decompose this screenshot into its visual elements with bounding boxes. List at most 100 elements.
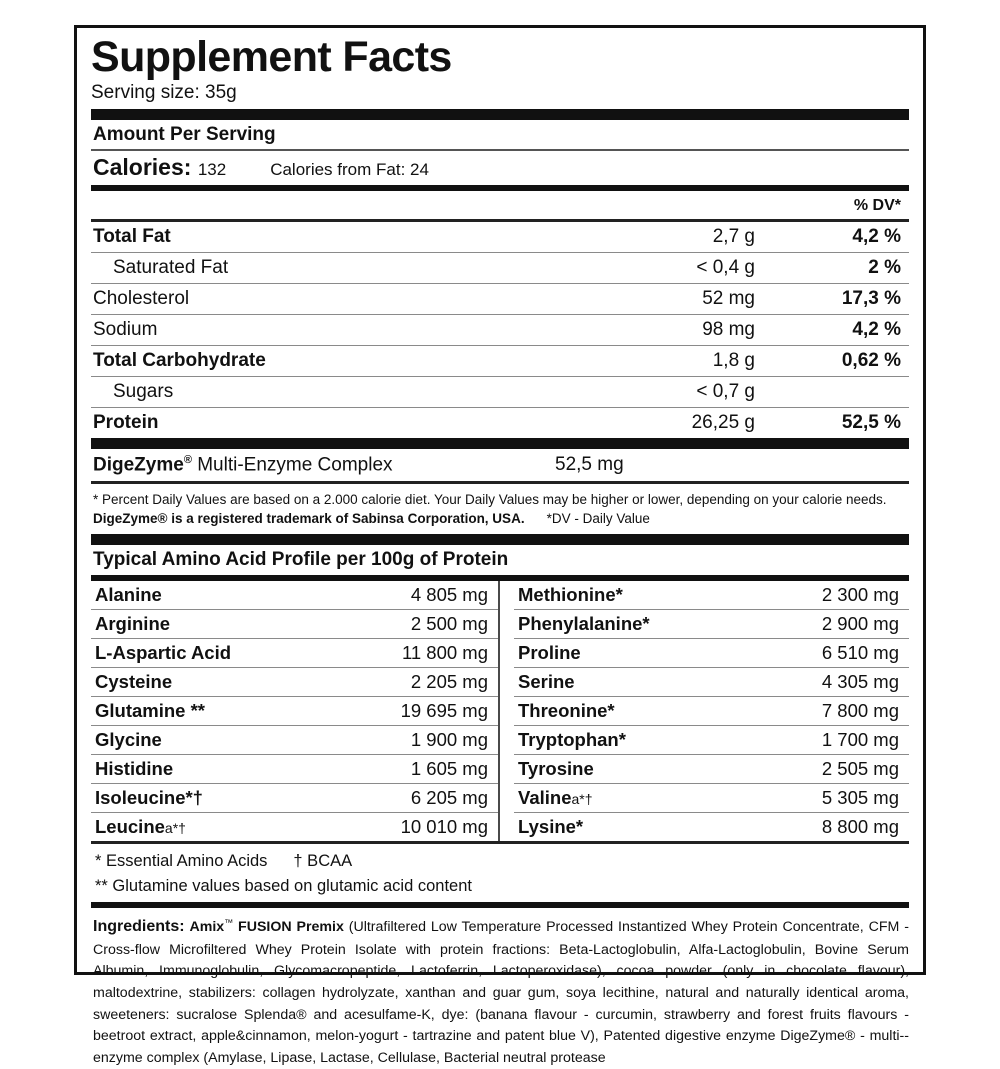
divider-thick-top [91, 108, 909, 120]
divider-row [514, 608, 909, 610]
amino-acid-amount: 7 800 mg [821, 699, 899, 721]
amino-acid-amount: 1 605 mg [410, 757, 488, 779]
amino-acid-amount: 4 305 mg [821, 670, 899, 692]
amino-acid-name-text: Serine [518, 670, 575, 692]
serving-size: Serving size: 35g [91, 81, 237, 103]
footnote-bcaa: † BCAA [293, 851, 353, 870]
nutrient-daily-value: 2 % [868, 256, 901, 278]
amino-acid-name-text: Tyrosine [518, 757, 594, 779]
amino-acid-table: Alanine 4 805 mg Arginine 2 500 mg L-Asparti… [91, 580, 909, 841]
nutrient-daily-value: 4,2 % [852, 225, 901, 247]
amino-acid-row: Valinea*† 5 305 mg [514, 784, 909, 812]
amino-acid-row: Histidine 1 605 mg [91, 755, 498, 783]
divider-row [91, 695, 498, 697]
amino-acid-name-text: Tryptophan* [518, 728, 626, 750]
amino-acid-name: Phenylalanine* [514, 613, 739, 635]
divider-row [91, 811, 498, 813]
footnote-essential: * Essential Amino Acids [95, 851, 268, 870]
amino-acid-amount: 19 695 mg [400, 699, 488, 721]
amino-acid-name-text: Alanine [95, 583, 162, 605]
ingredients-heading: Ingredients: [93, 918, 185, 936]
amino-acid-name-text: Methionine* [518, 583, 623, 605]
amino-acid-amount: 2 900 mg [821, 612, 899, 634]
amino-acid-row: Glutamine ** 19 695 mg [91, 697, 498, 725]
nutrient-name: Sodium [93, 318, 158, 340]
amino-acid-amount: 8 800 mg [821, 815, 899, 837]
divider-row [91, 375, 909, 377]
divider-row [91, 406, 909, 408]
amino-acid-name: Methionine* [514, 584, 739, 606]
divider-under-amino-table [91, 840, 909, 844]
footnote-glutamine: ** Glutamine values based on glutamic ac… [95, 876, 472, 895]
nutrient-name: Saturated Fat [113, 256, 229, 278]
digezyme-amount: 52,5 mg [555, 453, 624, 475]
amino-footnote-line-1: * Essential Amino Acids † BCAA [95, 849, 909, 874]
divider-above-amino [91, 533, 909, 545]
divider-under-digezyme [91, 480, 909, 484]
nutrition-row: Total Fat 2,7 g 4,2 % [91, 222, 909, 252]
ingredients-brand: Amix [189, 919, 225, 936]
calories-label-text: Calories: [93, 153, 192, 180]
amino-column-left: Alanine 4 805 mg Arginine 2 500 mg L-Asparti… [91, 580, 500, 841]
nutrient-name: Total Carbohydrate [93, 349, 266, 371]
nutrient-daily-value: 17,3 % [841, 287, 901, 309]
page-title: Supplement Facts [91, 33, 452, 81]
amino-acid-row: Methionine* 2 300 mg [514, 581, 909, 609]
divider-row [91, 344, 909, 346]
registered-mark-icon: ® [183, 453, 192, 466]
amount-per-serving-header: Amount Per Serving [93, 123, 276, 145]
amino-acid-name: Tryptophan* [514, 729, 739, 751]
daily-value-header: % DV* [853, 196, 901, 214]
amino-acid-amount: 6 510 mg [821, 641, 899, 663]
divider-row [514, 637, 909, 639]
amino-acid-name-suffix: a*† [164, 819, 186, 836]
digezyme-description: Multi-Enzyme Complex [191, 453, 393, 475]
nutrition-footnotes: * Percent Daily Values are based on a 2.… [91, 484, 909, 534]
amino-acid-name: Leucinea*† [91, 816, 318, 838]
amino-acid-row: Proline 6 510 mg [514, 639, 909, 667]
amino-acid-row: Lysine* 8 800 mg [514, 813, 909, 841]
divider-row [514, 666, 909, 668]
nutrient-name: Cholesterol [93, 287, 190, 309]
amino-acid-amount: 1 900 mg [410, 728, 488, 750]
amino-acid-amount: 6 205 mg [410, 786, 488, 808]
amino-acid-name: Isoleucine*† [91, 787, 318, 809]
ingredients-body: (Ultrafiltered Low Temperature Processed… [93, 919, 909, 1066]
divider-row [91, 608, 498, 610]
nutrient-amount: 1,8 g [712, 349, 755, 371]
divider-row [91, 782, 498, 784]
amino-acid-amount: 2 500 mg [410, 612, 488, 634]
amino-acid-row: Tryptophan* 1 700 mg [514, 726, 909, 754]
divider-row [514, 811, 909, 813]
amino-acid-name: Cysteine [91, 671, 318, 693]
amino-acid-name: Glutamine ** [91, 700, 318, 722]
amino-acid-name-text: Histidine [95, 757, 174, 779]
divider-row [91, 282, 909, 284]
amino-acid-name-text: L-Aspartic Acid [95, 641, 232, 663]
nutrition-row: Saturated Fat < 0,4 g 2 % [91, 253, 909, 283]
amino-acid-row: Arginine 2 500 mg [91, 610, 498, 638]
nutrient-name: Protein [93, 411, 159, 433]
amino-acid-amount: 1 700 mg [821, 728, 899, 750]
amino-acid-row: L-Aspartic Acid 11 800 mg [91, 639, 498, 667]
digezyme-brand: DigeZyme [93, 453, 184, 475]
divider-under-dv-header [91, 218, 909, 222]
trademark-icon: ™ [224, 917, 234, 928]
divider-above-digezyme [91, 437, 909, 449]
nutrition-row: Total Carbohydrate 1,8 g 0,62 % [91, 346, 909, 376]
ingredients-paragraph: Ingredients: Amix™ FUSION Premix (Ultraf… [91, 908, 909, 1069]
amino-acid-amount: 2 205 mg [410, 670, 488, 692]
amino-acid-row: Glycine 1 900 mg [91, 726, 498, 754]
amino-acid-name-text: Glutamine ** [95, 699, 205, 721]
nutrient-amount: 52 mg [702, 287, 755, 309]
nutrition-row: Sodium 98 mg 4,2 % [91, 315, 909, 345]
amino-acid-row: Tyrosine 2 505 mg [514, 755, 909, 783]
divider-under-amino-title [91, 574, 909, 581]
footnote-daily-values: * Percent Daily Values are based on a 2.… [93, 491, 887, 507]
amino-acid-amount: 4 805 mg [410, 583, 488, 605]
amino-acid-name-text: Proline [518, 641, 581, 663]
amino-acid-name: Threonine* [514, 700, 739, 722]
amino-acid-name-text: Lysine* [518, 815, 584, 837]
nutrient-amount: 98 mg [702, 318, 755, 340]
amino-acid-amount: 5 305 mg [821, 786, 899, 808]
